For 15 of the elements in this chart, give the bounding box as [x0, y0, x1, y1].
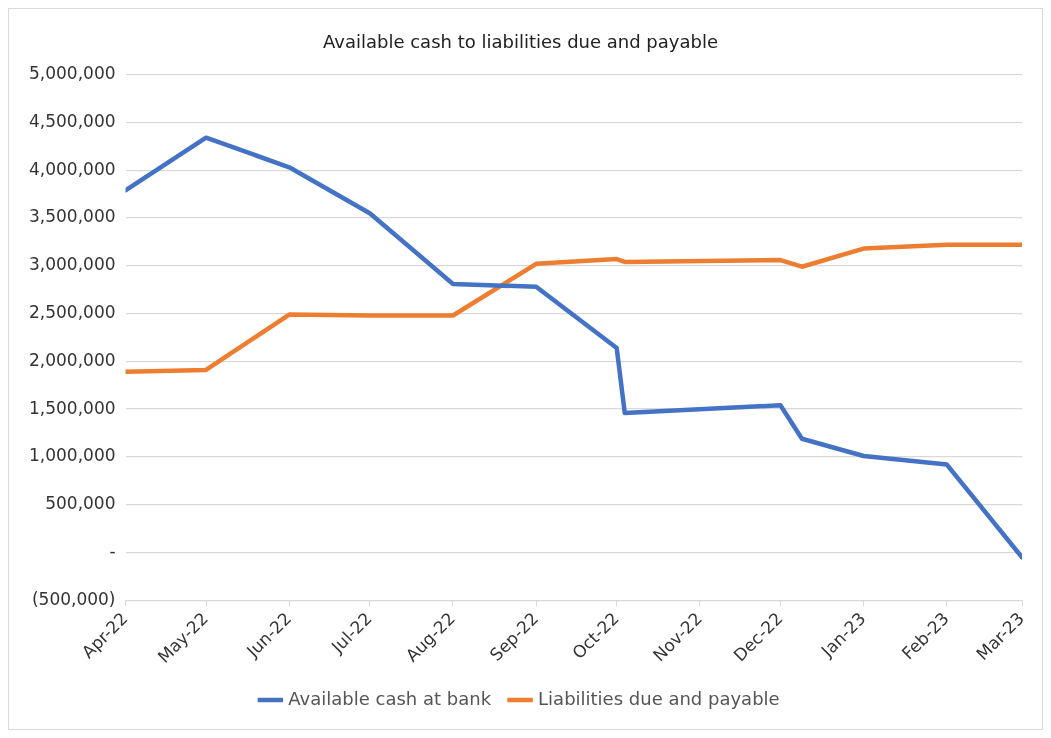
y-tick-label: 3,500,000 — [28, 206, 116, 227]
y-tick-label: 4,000,000 — [28, 158, 116, 179]
chart-title: Available cash to liabilities due and payable — [323, 31, 718, 53]
y-tick-label: 2,500,000 — [28, 301, 116, 322]
y-tick-label: 500,000 — [45, 493, 116, 514]
y-tick-label: 3,000,000 — [28, 254, 116, 275]
legend-label: Liabilities due and payable — [538, 687, 780, 709]
y-tick-label: - — [109, 540, 116, 561]
y-tick-label: 1,500,000 — [28, 397, 116, 418]
y-tick-label: (500,000) — [31, 588, 116, 609]
y-tick-label: 4,500,000 — [28, 110, 116, 131]
y-tick-label: 5,000,000 — [28, 63, 116, 84]
legend-label: Available cash at bank — [288, 687, 492, 709]
y-tick-label: 2,000,000 — [28, 349, 116, 370]
y-tick-label: 1,000,000 — [28, 445, 116, 466]
